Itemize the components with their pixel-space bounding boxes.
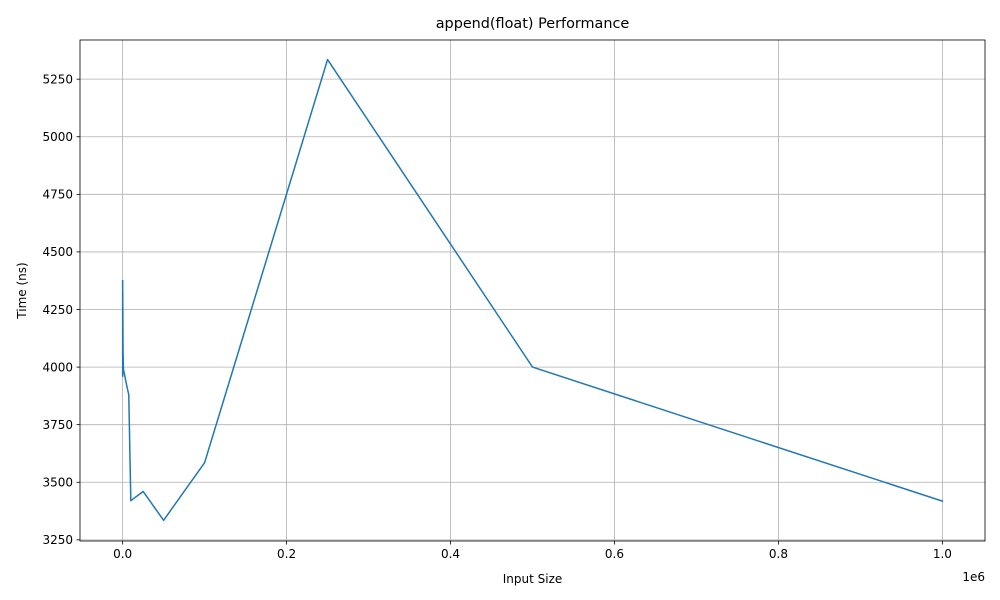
y-tick-label: 5250 (42, 72, 73, 86)
x-tick-label: 0.2 (277, 547, 296, 561)
x-tick-label: 0.8 (769, 547, 788, 561)
y-tick-label: 4000 (42, 360, 73, 374)
series-layer (121, 58, 944, 522)
x-tick-label: 0.6 (605, 547, 624, 561)
chart-title: append(float) Performance (436, 16, 630, 32)
y-tick-label: 4250 (42, 303, 73, 317)
y-tick-label: 4750 (42, 188, 73, 202)
y-tick-label: 3500 (42, 476, 73, 490)
y-tick-label: 3250 (42, 533, 73, 547)
series-line (121, 58, 944, 522)
x-axis: 0.0 0.2 0.4 0.6 0.8 1.0 (113, 541, 952, 561)
y-tick-label: 3750 (42, 418, 73, 432)
x-tick-label: 0.4 (441, 547, 460, 561)
x-axis-offset-label: 1e6 (962, 570, 985, 584)
y-axis: 3250 3500 3750 4000 4250 4500 4750 5000 5250 (42, 72, 80, 547)
plot-area-frame (79, 39, 986, 542)
grid (80, 40, 985, 541)
y-tick-label: 5000 (42, 130, 73, 144)
x-tick-label: 1.0 (933, 547, 952, 561)
x-tick-label: 0.0 (113, 547, 132, 561)
y-axis-label: Time (ns) (15, 262, 29, 319)
y-tick-label: 4500 (42, 245, 73, 259)
x-axis-label: Input Size (503, 572, 563, 586)
